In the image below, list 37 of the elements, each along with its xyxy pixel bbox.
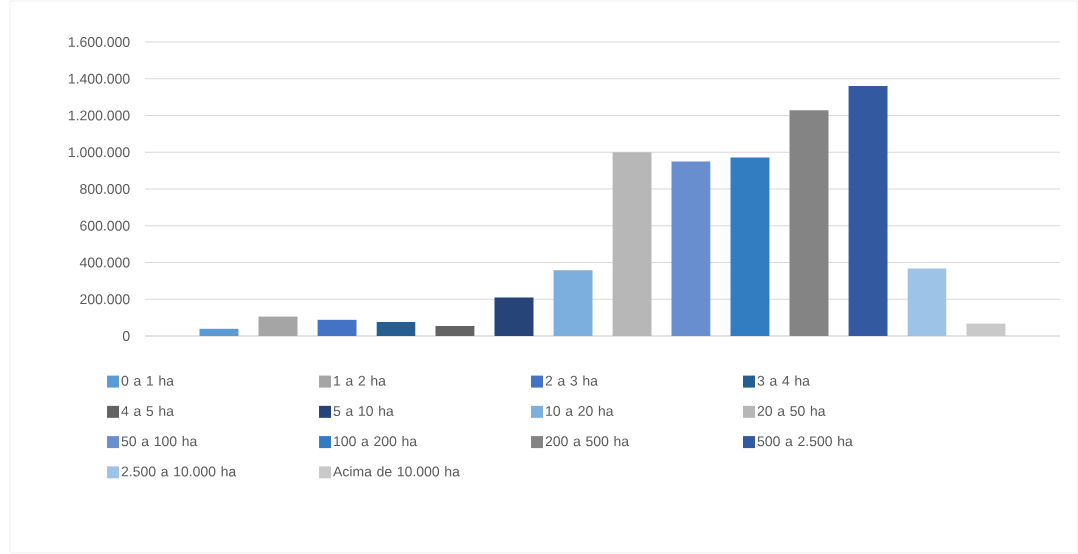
legend-label: 500 a 2.500 ha [757, 435, 853, 447]
bar [966, 323, 1006, 336]
y-tick-label: 200.000 [80, 294, 130, 305]
legend-label: 0 a 1 ha [121, 375, 174, 386]
legend-label: 10 a 20 ha [546, 405, 614, 417]
y-tick-label: 0 [122, 331, 130, 341]
y-tick-label: 800.000 [80, 184, 130, 194]
legend-label: 3 a 4 ha [757, 375, 810, 386]
legend-label: 2.500 a 10.000 ha [121, 466, 237, 477]
bar [376, 322, 416, 336]
legend-label: 4 a 5 ha [121, 405, 174, 417]
legend-label: 200 a 500 ha [545, 435, 630, 447]
y-tick-label: 1.000.000 [68, 147, 130, 158]
bar [907, 268, 947, 336]
bar [199, 328, 239, 336]
y-tick-label: 400.000 [79, 257, 130, 268]
bar [553, 270, 593, 336]
bar [612, 152, 652, 336]
y-tick-label: 1.200.000 [68, 110, 130, 121]
bar [671, 161, 711, 336]
bar [317, 319, 357, 336]
legend-label: 50 a 100 ha [121, 435, 198, 447]
y-tick-label: 600.000 [80, 220, 130, 231]
legend-label: 100 a 200 ha [334, 435, 418, 447]
legend-label: Acima de 10.000 ha [333, 466, 460, 477]
bar [258, 316, 298, 336]
bar [789, 110, 829, 336]
y-tick-label: 1.600.000 [68, 37, 130, 47]
legend-label: 1 a 2 ha [334, 375, 386, 386]
bar [848, 86, 888, 336]
legend-label: 20 a 50 ha [757, 405, 826, 417]
bar [435, 325, 475, 336]
bar [730, 157, 770, 336]
y-tick-label: 1.400.000 [68, 73, 130, 84]
legend-label: 5 a 10 ha [333, 405, 394, 417]
legend-label: 2 a 3 ha [545, 375, 598, 386]
bar [494, 297, 534, 336]
